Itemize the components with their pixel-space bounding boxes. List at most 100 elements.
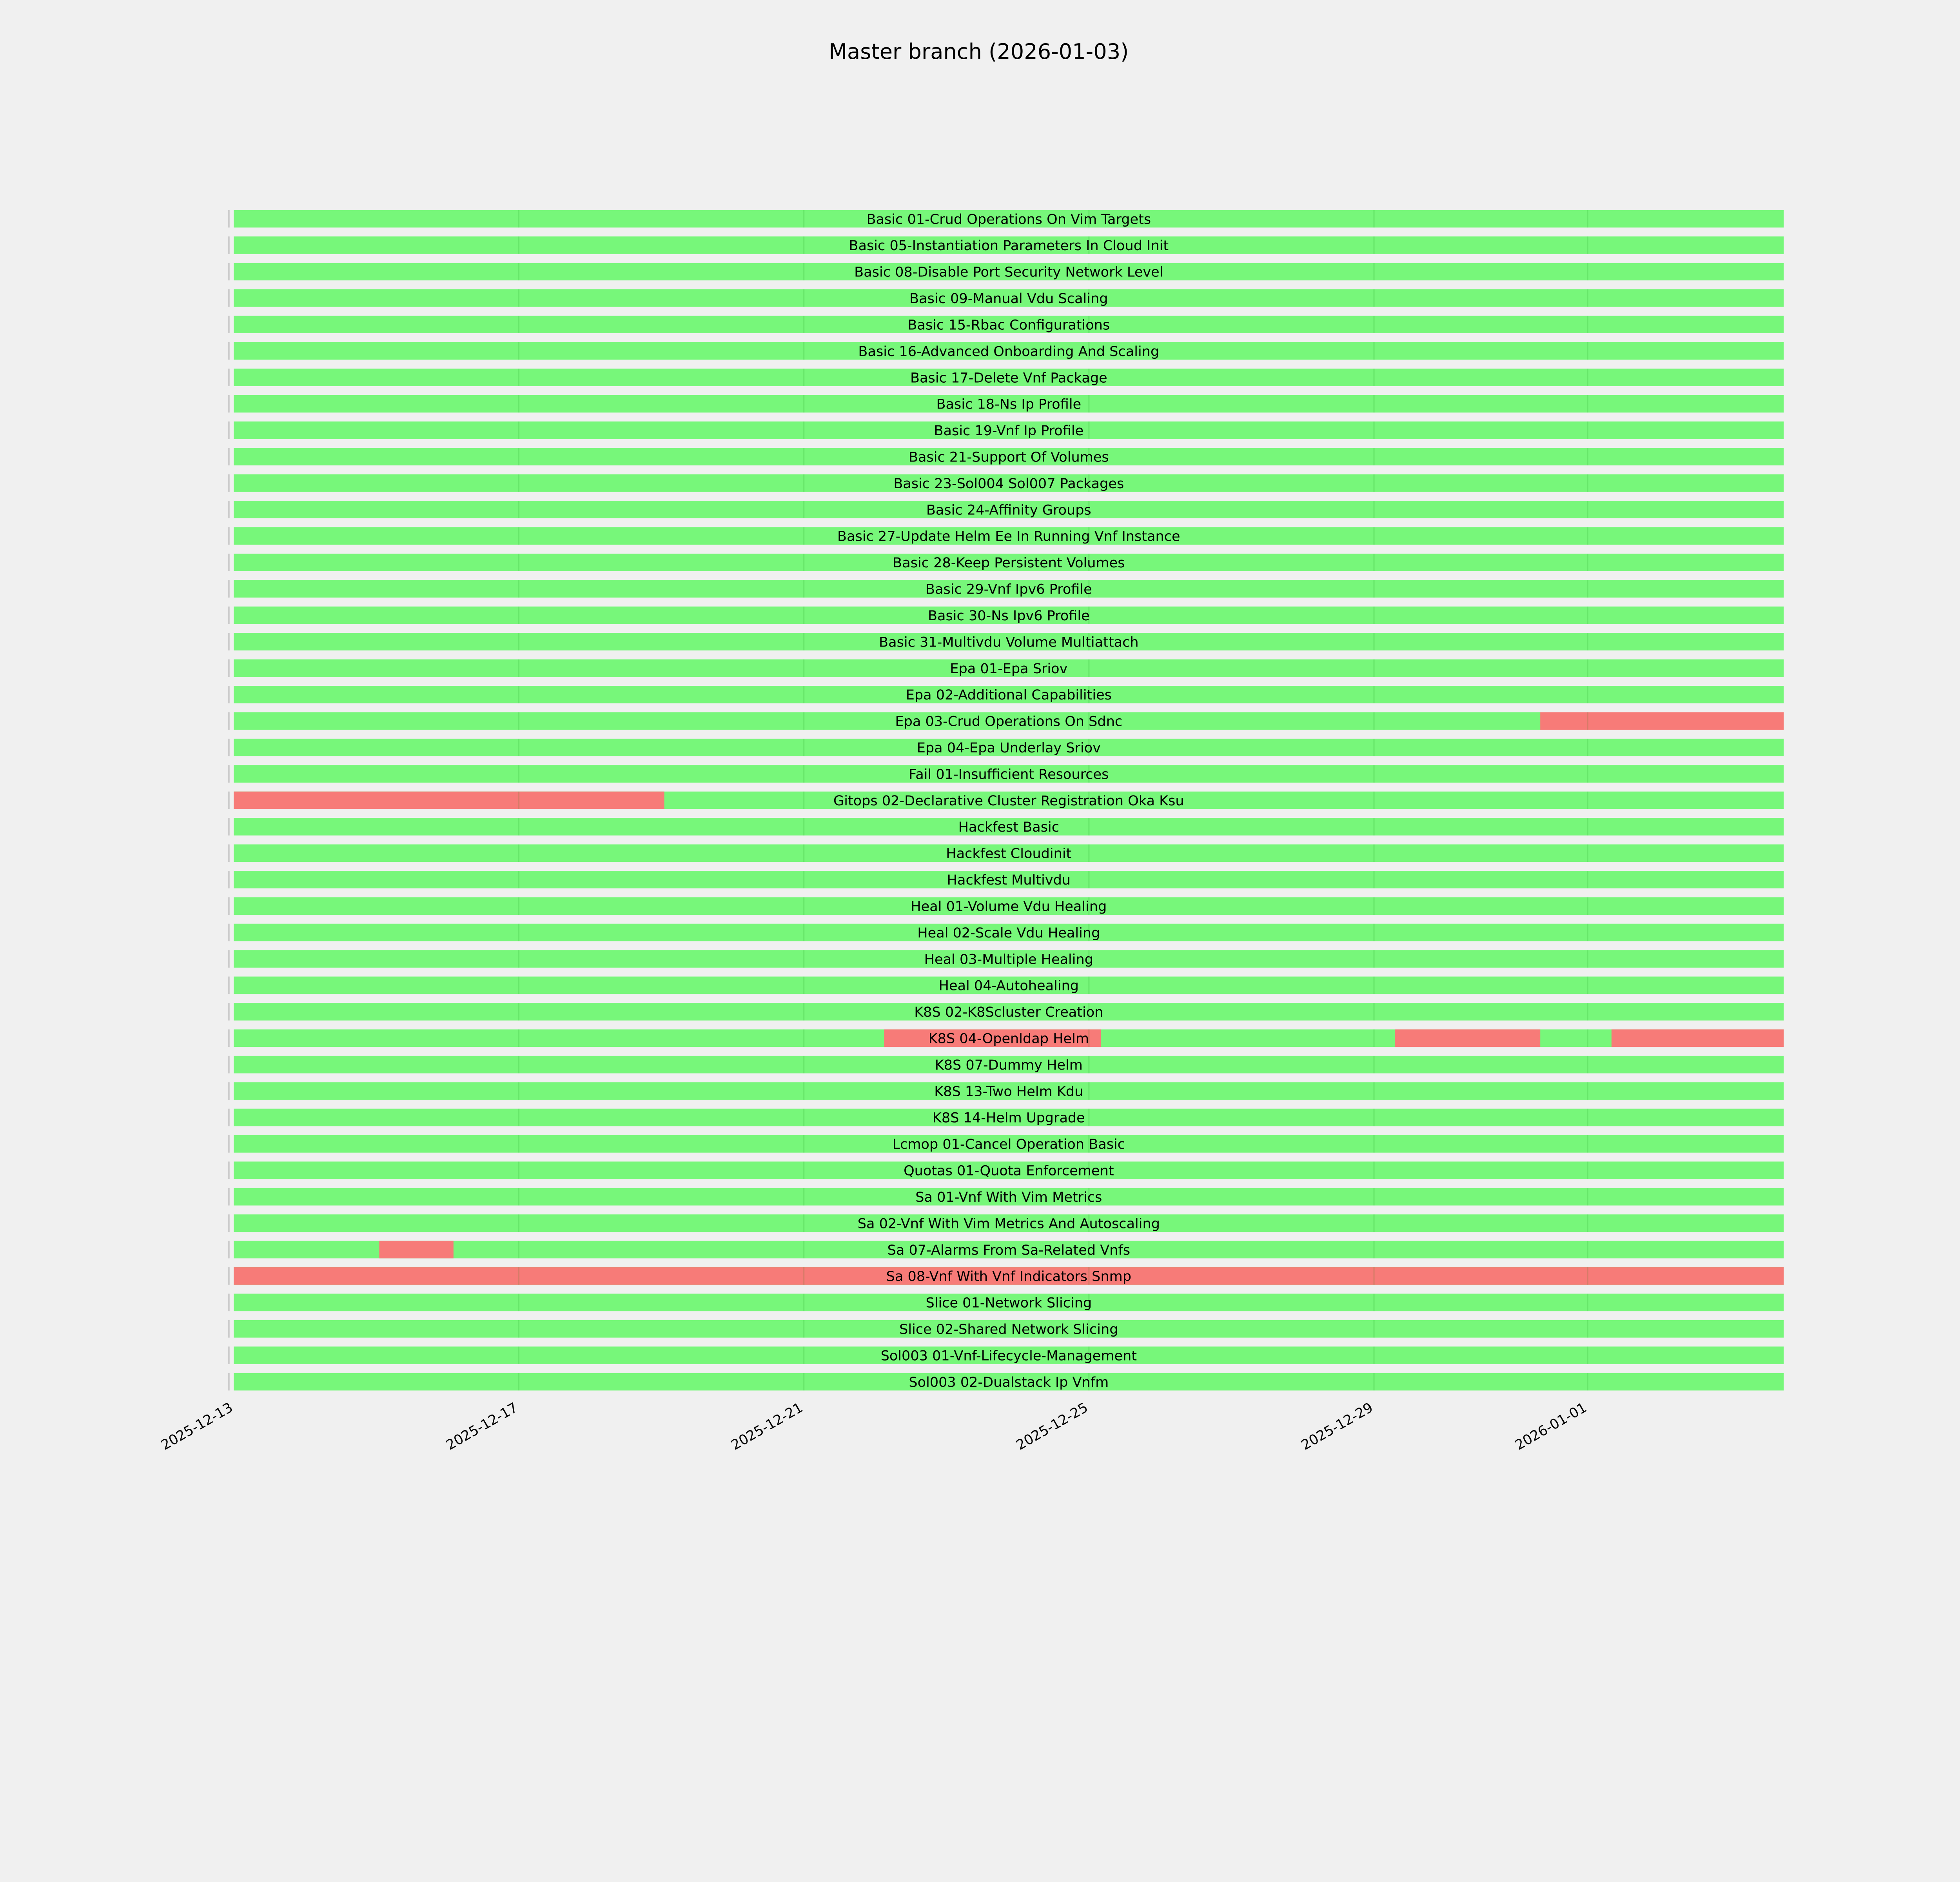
fail-bar	[234, 791, 664, 809]
timeline-row: Sol003 01-Vnf-Lifecycle-Management	[228, 1346, 1784, 1364]
row-label: Slice 01-Network Slicing	[926, 1295, 1092, 1311]
timeline-row: Basic 09-Manual Vdu Scaling	[228, 289, 1784, 307]
row-marker	[228, 633, 230, 650]
rows: Basic 01-Crud Operations On Vim Targets B…	[228, 210, 1784, 1391]
row-marker	[228, 1241, 230, 1259]
timeline-row: K8S 13-Two Helm Kdu	[228, 1082, 1784, 1100]
row-label: Basic 01-Crud Operations On Vim Targets	[867, 211, 1151, 227]
row-label: Quotas 01-Quota Enforcement	[904, 1163, 1114, 1179]
row-label: Heal 04-Autohealing	[939, 978, 1079, 994]
pass-bar	[234, 633, 1784, 650]
timeline-row: Hackfest Cloudinit	[228, 844, 1784, 862]
pass-bar	[234, 395, 1784, 413]
row-label: Sa 02-Vnf With Vim Metrics And Autoscali…	[858, 1215, 1160, 1232]
row-label: Hackfest Basic	[958, 819, 1059, 835]
row-marker	[228, 554, 230, 571]
row-marker	[228, 976, 230, 994]
row-marker	[228, 263, 230, 281]
timeline-row: K8S 02-K8Scluster Creation	[228, 1003, 1784, 1021]
timeline-row: K8S 14-Helm Upgrade	[228, 1108, 1784, 1126]
row-label: Basic 15-Rbac Configurations	[907, 317, 1110, 333]
pass-bar	[234, 263, 1784, 281]
timeline-row: Sa 07-Alarms From Sa-Related Vnfs	[228, 1241, 1784, 1259]
row-label: K8S 04-Openldap Helm	[929, 1031, 1089, 1047]
pass-bar	[234, 950, 1784, 968]
timeline-row: Basic 15-Rbac Configurations	[228, 316, 1784, 333]
timeline-row: Basic 08-Disable Port Security Network L…	[228, 263, 1784, 281]
pass-bar	[234, 421, 1784, 439]
row-marker	[228, 289, 230, 307]
timeline-row: Epa 01-Epa Sriov	[228, 659, 1784, 677]
row-label: Basic 05-Instantiation Parameters In Clo…	[849, 238, 1169, 254]
row-marker	[228, 844, 230, 862]
row-label: Epa 02-Additional Capabilities	[906, 687, 1112, 703]
pass-bar	[234, 738, 1784, 756]
fail-bar	[1395, 1029, 1541, 1047]
pass-bar	[234, 1055, 1784, 1074]
row-marker	[228, 1055, 230, 1074]
pass-bar	[234, 1346, 1784, 1364]
timeline-row: Lcmop 01-Cancel Operation Basic	[228, 1135, 1784, 1153]
pass-bar	[234, 1320, 1784, 1338]
timeline-row: Heal 01-Volume Vdu Healing	[228, 897, 1784, 915]
row-marker	[228, 210, 230, 228]
pass-bar	[234, 448, 1784, 466]
row-marker	[228, 421, 230, 439]
timeline-row: K8S 07-Dummy Helm	[228, 1055, 1784, 1074]
row-label: Gitops 02-Declarative Cluster Registrati…	[833, 793, 1184, 809]
row-marker	[228, 1108, 230, 1126]
row-marker	[228, 1214, 230, 1232]
row-label: Basic 23-Sol004 Sol007 Packages	[893, 476, 1124, 492]
row-label: Epa 01-Epa Sriov	[950, 661, 1067, 677]
pass-bar	[234, 501, 1784, 518]
row-label: Basic 30-Ns Ipv6 Profile	[928, 608, 1090, 624]
row-label: Sa 08-Vnf With Vnf Indicators Snmp	[886, 1268, 1132, 1284]
row-label: Basic 17-Delete Vnf Package	[910, 370, 1107, 386]
pass-bar	[234, 844, 1784, 862]
row-label: Sa 01-Vnf With Vim Metrics	[915, 1189, 1102, 1205]
row-label: Slice 02-Shared Network Slicing	[899, 1321, 1118, 1337]
row-marker	[228, 1003, 230, 1021]
row-label: Heal 02-Scale Vdu Healing	[917, 925, 1100, 941]
pass-bar	[234, 474, 1784, 492]
pass-bar	[234, 1373, 1784, 1391]
timeline-row: Basic 23-Sol004 Sol007 Packages	[228, 474, 1784, 492]
row-marker	[228, 342, 230, 360]
timeline-row: Basic 31-Multivdu Volume Multiattach	[228, 633, 1784, 650]
row-label: Basic 16-Advanced Onboarding And Scaling	[858, 343, 1159, 360]
timeline-row: Epa 03-Crud Operations On Sdnc	[228, 712, 1784, 730]
timeline-row: Gitops 02-Declarative Cluster Registrati…	[228, 791, 1784, 809]
pass-bar	[234, 580, 1784, 598]
pass-bar	[234, 712, 1784, 730]
row-label: Sa 07-Alarms From Sa-Related Vnfs	[887, 1242, 1131, 1258]
timeline-row: Sa 08-Vnf With Vnf Indicators Snmp	[228, 1267, 1784, 1285]
pass-bar	[234, 369, 1784, 386]
timeline-chart: Master branch (2026-01-03) Basic 01-Crud…	[158, 39, 1784, 1453]
timeline-row: Heal 04-Autohealing	[228, 976, 1784, 994]
row-marker	[228, 474, 230, 492]
row-label: Basic 19-Vnf Ip Profile	[934, 423, 1084, 439]
pass-bar	[234, 818, 1784, 836]
timeline-row: Heal 02-Scale Vdu Healing	[228, 923, 1784, 941]
row-label: Hackfest Multivdu	[947, 872, 1071, 888]
row-marker	[228, 316, 230, 333]
row-marker	[228, 501, 230, 518]
timeline-row: Basic 18-Ns Ip Profile	[228, 395, 1784, 413]
row-marker	[228, 950, 230, 968]
row-marker	[228, 1029, 230, 1047]
pass-bar	[234, 1241, 1784, 1259]
timeline-row: K8S 04-Openldap Helm	[228, 1029, 1784, 1047]
timeline-row: Basic 29-Vnf Ipv6 Profile	[228, 580, 1784, 598]
timeline-row: Basic 16-Advanced Onboarding And Scaling	[228, 342, 1784, 360]
row-label: K8S 13-Two Helm Kdu	[934, 1083, 1083, 1099]
timeline-row: Basic 24-Affinity Groups	[228, 501, 1784, 518]
pass-bar	[234, 289, 1784, 307]
row-label: Basic 28-Keep Persistent Volumes	[893, 555, 1125, 571]
pass-bar	[234, 765, 1784, 783]
row-marker	[228, 1267, 230, 1285]
fail-bar	[1612, 1029, 1784, 1047]
row-label: Basic 31-Multivdu Volume Multiattach	[879, 634, 1139, 650]
pass-bar	[234, 1135, 1784, 1153]
row-label: Basic 27-Update Helm Ee In Running Vnf I…	[837, 529, 1180, 545]
timeline-row: Heal 03-Multiple Healing	[228, 950, 1784, 968]
